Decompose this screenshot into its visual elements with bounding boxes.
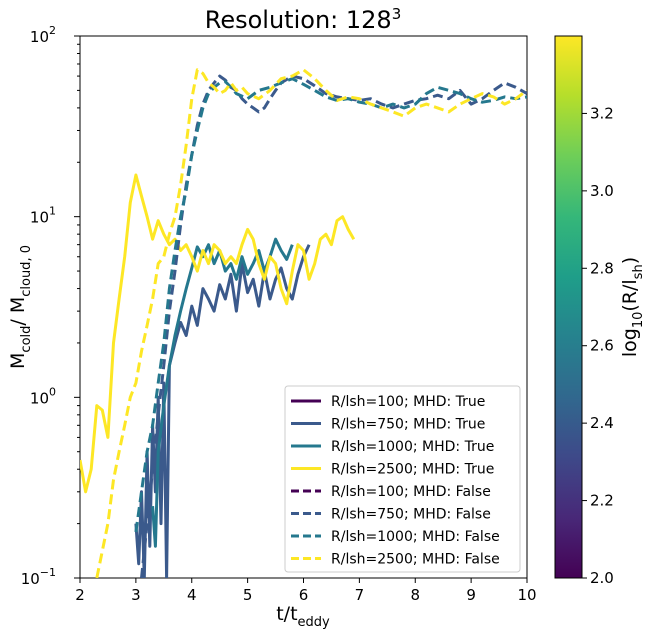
x-tick-label-4: 6 [299, 586, 309, 604]
colorbar-tick-label-4: 2.8 [590, 259, 614, 277]
legend-label-2: R/lsh=1000; MHD: True [331, 439, 494, 455]
y-axis-label-sub2: cloud, 0 [19, 245, 34, 297]
legend-label-1: R/lsh=750; MHD: True [331, 417, 485, 433]
legend-label-5: R/lsh=750; MHD: False [331, 507, 491, 523]
x-tick-label-5: 7 [355, 586, 365, 604]
colorbar-ticks: 2.0 2.2 2.4 2.6 2.8 3.0 3.2 [582, 104, 614, 587]
colorbar-tick-label-6: 3.2 [590, 104, 614, 122]
x-tick-label-8: 10 [517, 586, 536, 604]
legend-box [284, 385, 521, 573]
chart-title: Resolution: 1283 [205, 5, 401, 34]
chart-title-text: Resolution: 128 [205, 6, 392, 34]
colorbar-tick-label-2: 2.4 [590, 414, 614, 432]
colorbar-tick-label-3: 2.6 [590, 337, 614, 355]
legend-label-3: R/lsh=2500; MHD: True [331, 462, 494, 478]
colorbar-label: log10(R/lsh) [619, 257, 646, 357]
legend-label-4: R/lsh=100; MHD: False [331, 484, 491, 500]
axes-layer: 2 3 4 5 6 7 8 9 10 10−1 100 101 102 [21, 24, 537, 604]
legend-label-0: R/lsh=100; MHD: True [331, 394, 485, 410]
x-axis-label: t/teddy [276, 603, 330, 630]
x-tick-label-1: 3 [131, 586, 141, 604]
colorbar-label-log: log [619, 328, 641, 357]
x-axis-label-sub: eddy [298, 615, 331, 630]
series-layer [80, 68, 527, 578]
y-tick-label-2: 101 [30, 205, 56, 227]
y-tick-label-1: 100 [30, 385, 56, 407]
x-tick-label-3: 5 [243, 586, 253, 604]
chart-title-sup: 3 [392, 5, 402, 23]
y-tick-label-3: 102 [30, 24, 56, 46]
x-tick-label-6: 8 [410, 586, 420, 604]
series-line-6 [134, 77, 527, 533]
colorbar-tick-label-0: 2.0 [590, 569, 614, 587]
legend-label-6: R/lsh=1000; MHD: False [331, 529, 500, 545]
colorbar [554, 35, 583, 579]
x-tick-label-7: 9 [466, 586, 476, 604]
y-axis-label-sub1: cold [19, 326, 34, 353]
colorbar-label-end: ) [619, 257, 641, 264]
series-line-3 [80, 173, 356, 494]
colorbar-label-sub2: sh [631, 264, 646, 279]
legend-label-7: R/lsh=2500; MHD: False [331, 552, 500, 568]
series-line-5 [140, 74, 527, 578]
legend: R/lsh=100; MHD: True R/lsh=750; MHD: True… [284, 385, 521, 573]
x-tick-label-0: 2 [75, 586, 85, 604]
y-axis-label: Mcold/ Mcloud, 0 [7, 245, 34, 369]
y-tick-label-0: 10−1 [21, 566, 56, 588]
colorbar-tick-label-5: 3.0 [590, 182, 614, 200]
x-axis-label-main: t/t [276, 603, 297, 625]
series-line-7 [95, 68, 527, 578]
colorbar-tick-label-1: 2.2 [590, 492, 614, 510]
x-tick-label-2: 4 [187, 586, 197, 604]
series-line-1 [134, 244, 311, 578]
y-axis-label-m1: M [7, 353, 29, 369]
colorbar-label-sub: 10 [631, 312, 646, 329]
colorbar-label-mid: (R/l [619, 279, 641, 311]
y-axis-label-m2: / M [7, 297, 29, 326]
